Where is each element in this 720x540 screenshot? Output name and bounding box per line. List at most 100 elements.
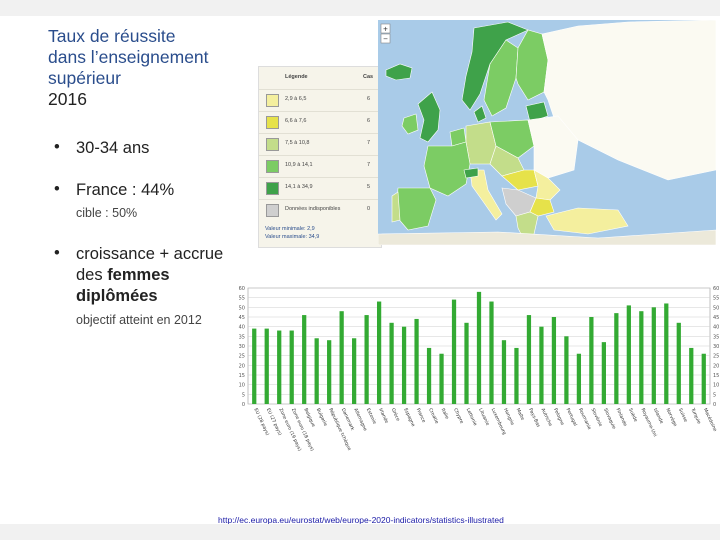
x-tick-label: Zone euro (19 pays) <box>277 407 302 452</box>
legend-count: 7 <box>367 140 371 146</box>
x-tick-label: Autriche <box>540 407 554 427</box>
bar <box>314 338 319 404</box>
y-tick-label: 20 <box>239 363 245 369</box>
y-tick-label: 45 <box>713 315 719 321</box>
bullet-text: croissance + accrue des femmes diplômées <box>76 244 251 307</box>
bar <box>451 299 457 404</box>
y-tick-label: 55 <box>239 296 245 302</box>
x-tick-label: Norvège <box>664 407 679 428</box>
turkey-shape <box>545 207 629 235</box>
baltics-shape <box>525 101 549 123</box>
x-tick-label: France <box>415 407 427 424</box>
x-tick-label: Malte <box>515 407 526 421</box>
x-tick-label: Finlande <box>615 407 629 427</box>
legend-swatch <box>266 138 279 151</box>
y-tick-label: 0 <box>713 402 716 408</box>
bar <box>551 317 557 404</box>
map-zoom-controls[interactable]: + − <box>380 23 391 44</box>
y-tick-label: 15 <box>239 373 245 379</box>
bar <box>252 328 257 404</box>
ireland-shape <box>401 113 419 135</box>
bar <box>576 353 582 404</box>
norway-shape <box>461 21 529 111</box>
legend-range: Données indisponibles <box>285 206 341 212</box>
y-axis-right: 0 5 10 15 20 25 30 35 40 45 50 55 60 <box>713 286 719 408</box>
bar <box>589 317 594 404</box>
x-tick-label: Pays-Bas <box>527 407 541 429</box>
map-legend: Légende Cas 2,9 à 6,5 6 6,6 à 7,6 6 7,5 … <box>258 66 382 248</box>
x-tick-label: Islande <box>652 407 664 425</box>
russia-shape <box>541 20 716 181</box>
bar <box>439 353 444 404</box>
legend-row: 6,6 à 7,6 6 <box>259 111 381 134</box>
y-tick-label: 40 <box>239 325 245 331</box>
x-tick-label: Zone euro (18 pays) <box>290 407 315 452</box>
bar <box>327 340 332 404</box>
bar <box>651 307 656 404</box>
legend-range: 14,1 à 34,9 <box>285 184 313 190</box>
bullet-symbol: • <box>54 180 60 198</box>
bullet-symbol: • <box>54 244 60 262</box>
x-tick-label: Lituanie <box>477 407 490 426</box>
y-tick-label: 0 <box>242 402 245 408</box>
x-tick-label: Slovénie <box>590 407 605 428</box>
bar <box>701 353 706 404</box>
x-tick-label: Turquie <box>689 406 702 425</box>
y-tick-label: 35 <box>239 334 245 340</box>
y-tick-label: 20 <box>713 363 719 369</box>
bar <box>539 326 544 404</box>
bar <box>389 322 394 404</box>
iceland-shape <box>385 63 413 81</box>
europe-map: + − <box>378 20 716 245</box>
zoom-in-button[interactable] <box>380 23 391 34</box>
sweden-shape <box>483 39 519 117</box>
legend-count: 5 <box>367 184 371 190</box>
bar <box>601 342 606 404</box>
france-shape <box>423 141 471 197</box>
y-axis-left: 0 5 10 15 20 25 30 35 40 45 50 55 60 <box>239 286 245 408</box>
italy-shape <box>469 169 503 221</box>
legend-count: 7 <box>367 162 371 168</box>
x-tick-label: Pologne <box>552 407 565 426</box>
bar <box>401 326 407 404</box>
legend-count: 6 <box>367 118 371 124</box>
y-tick-label: 5 <box>713 392 716 398</box>
x-tick-label: Espagne <box>402 407 416 428</box>
x-tick-label: Macédoine <box>702 407 719 433</box>
legend-range: 7,5 à 10,8 <box>285 140 310 146</box>
bottom-bar <box>0 524 720 540</box>
bullet-symbol: • <box>54 138 60 156</box>
bar <box>364 315 369 404</box>
x-tick-label: Suède <box>627 407 640 423</box>
y-tick-label: 15 <box>713 373 719 379</box>
source-link[interactable]: http://ec.europa.eu/eurostat/web/europe-… <box>218 515 504 525</box>
north-africa-shape <box>378 229 716 245</box>
title-year: 2016 <box>48 89 87 109</box>
bullet-text-bold: femmes diplômées <box>76 266 170 305</box>
bar <box>264 328 269 404</box>
bar <box>514 347 519 404</box>
y-tick-label: 35 <box>713 334 719 340</box>
bar <box>277 330 282 404</box>
bulgaria-shape <box>529 197 555 217</box>
denmark-shape <box>473 105 487 123</box>
y-tick-label: 25 <box>713 354 719 360</box>
y-tick-label: 50 <box>713 305 719 311</box>
slide-title: Taux de réussite dans l’enseignement sup… <box>48 26 248 110</box>
zoom-out-button[interactable] <box>380 33 391 44</box>
bar <box>464 322 469 404</box>
title-line-3: supérieur <box>48 68 121 88</box>
bar <box>426 347 432 404</box>
y-tick-label: 30 <box>713 344 719 350</box>
legend-swatch <box>266 160 279 173</box>
x-tick-label: Estonie <box>365 407 378 425</box>
y-tick-label: 30 <box>239 344 245 350</box>
legend-swatch <box>266 94 279 107</box>
legend-range: 6,6 à 7,6 <box>285 118 307 124</box>
bar <box>476 291 482 404</box>
x-tick-label: Bulgarie <box>315 407 329 427</box>
legend-range: 10,9 à 14,1 <box>285 162 313 168</box>
legend-title: Légende <box>285 74 308 80</box>
y-tick-label: 5 <box>242 392 245 398</box>
legend-swatch <box>266 182 279 195</box>
